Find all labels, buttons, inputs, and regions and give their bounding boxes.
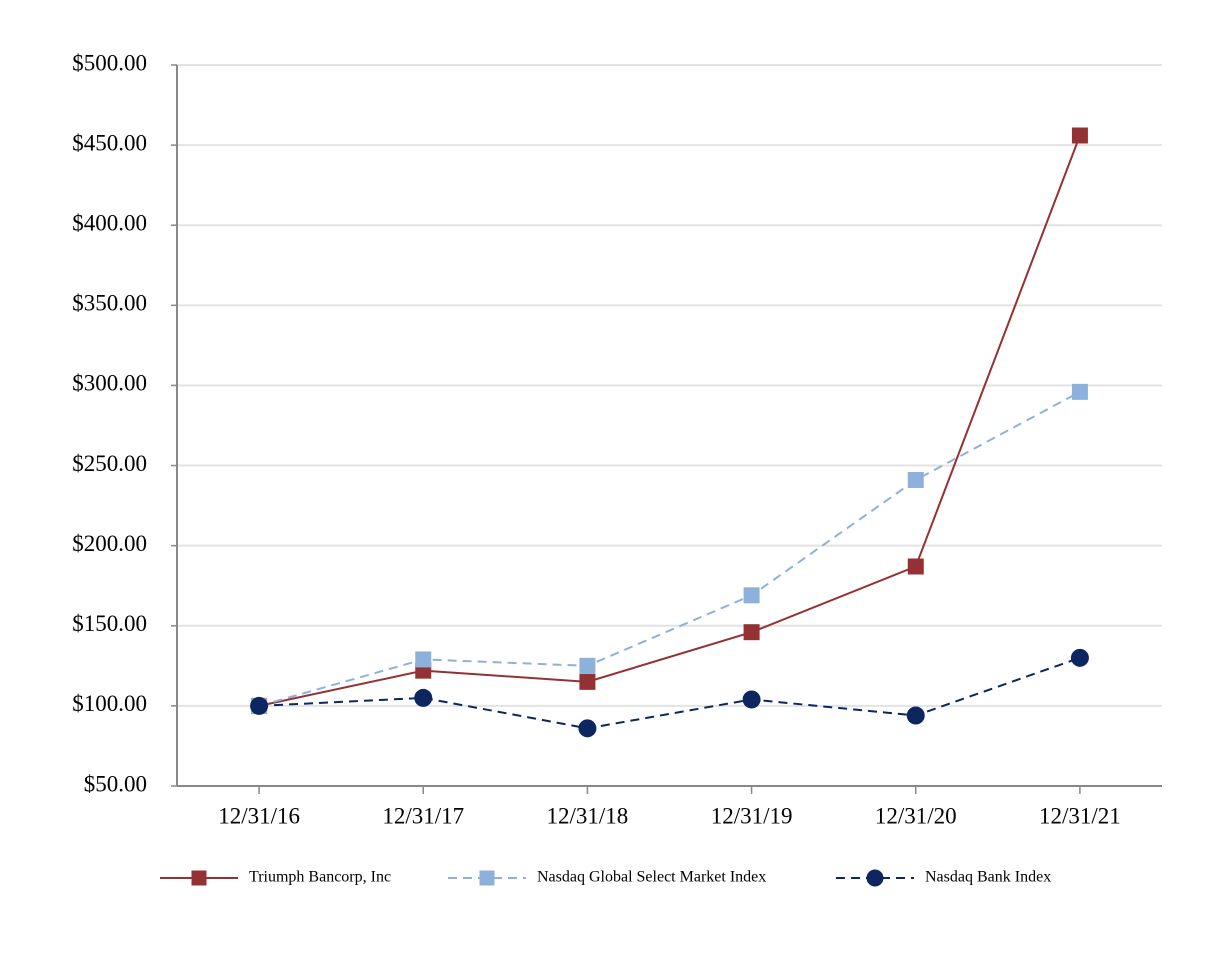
marker: [907, 558, 924, 575]
y-tick-label: $350.00: [72, 291, 147, 316]
series-line: [258, 135, 1081, 707]
marker: [1070, 648, 1089, 667]
marker: [579, 657, 596, 674]
x-tick-label: 12/31/18: [547, 803, 629, 828]
marker: [479, 870, 495, 886]
marker: [1071, 383, 1088, 400]
marker: [742, 690, 761, 709]
marker: [578, 719, 597, 738]
legend-label: Triumph Bancorp, Inc: [249, 869, 391, 886]
marker: [743, 587, 760, 604]
x-tick-label: 12/31/21: [1039, 803, 1121, 828]
legend-label: Nasdaq Global Select Market Index: [537, 869, 766, 886]
y-tick-label: $250.00: [72, 451, 147, 476]
y-tick-label: $450.00: [72, 130, 147, 155]
x-tick-label: 12/31/17: [382, 803, 464, 828]
y-tick-label: $200.00: [72, 531, 147, 556]
y-tick-label: $300.00: [72, 371, 147, 396]
series-line: [258, 390, 1081, 707]
y-tick-label: $100.00: [72, 691, 147, 716]
y-tick-label: $500.00: [72, 50, 147, 75]
marker: [579, 673, 596, 690]
x-tick-label: 12/31/19: [711, 803, 793, 828]
y-tick-label: $400.00: [72, 211, 147, 236]
y-tick-label: $50.00: [84, 771, 147, 796]
marker: [191, 870, 207, 886]
marker: [866, 869, 884, 887]
marker: [415, 651, 432, 668]
y-tick-label: $150.00: [72, 611, 147, 636]
legend-label: Nasdaq Bank Index: [925, 869, 1051, 886]
x-tick-label: 12/31/16: [218, 803, 300, 828]
marker: [1071, 127, 1088, 144]
marker: [907, 471, 924, 488]
marker: [250, 696, 269, 715]
series-line: [259, 656, 1081, 730]
marker: [414, 688, 433, 707]
marker: [743, 624, 760, 641]
marker: [906, 706, 925, 725]
x-tick-label: 12/31/20: [875, 803, 957, 828]
